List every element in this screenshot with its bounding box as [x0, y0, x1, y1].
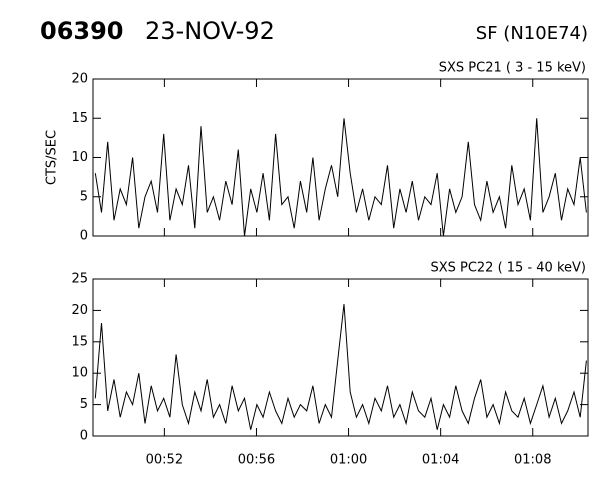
panel-title: SXS PC21 ( 3 - 15 keV): [439, 61, 586, 76]
plot-frame: [92, 278, 589, 437]
panel-title: SXS PC22 ( 15 - 40 keV): [430, 261, 586, 276]
x-tick-label: 00:52: [146, 453, 183, 468]
y-tick-label: 10: [71, 150, 88, 165]
y-tick-label: 15: [71, 334, 88, 349]
y-tick-label: 15: [71, 111, 88, 126]
x-tick-label: 01:08: [514, 453, 551, 468]
y-tick-label: 10: [71, 366, 88, 381]
x-tick-label: 00:56: [238, 453, 275, 468]
x-tick-label: 01:04: [422, 453, 459, 468]
y-axis-label: CTS/SEC: [45, 130, 60, 185]
y-tick-label: 25: [71, 272, 88, 287]
x-tick-label: 01:00: [330, 453, 367, 468]
y-tick-label: 5: [80, 189, 88, 204]
y-tick-label: 20: [71, 72, 88, 87]
date: 23-NOV-92: [145, 17, 275, 45]
series-line: [94, 304, 587, 430]
series-line: [94, 118, 587, 237]
y-tick-label: 5: [80, 397, 88, 412]
region: SF (N10E74): [476, 23, 588, 44]
y-tick-label: 20: [71, 303, 88, 318]
y-tick-label: 0: [80, 229, 88, 244]
y-tick-label: 0: [80, 429, 88, 444]
event-id: 06390: [40, 17, 124, 45]
